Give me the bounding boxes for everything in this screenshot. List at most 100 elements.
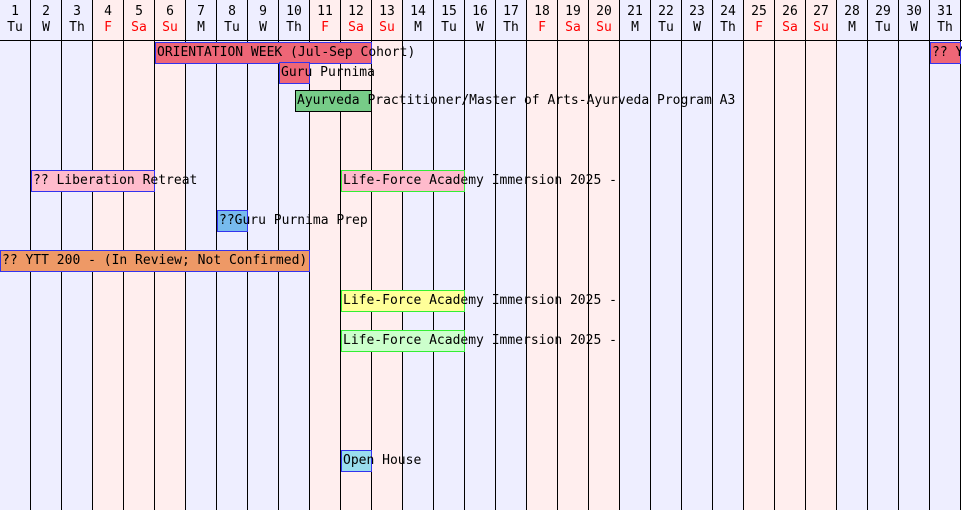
event-bar[interactable] (341, 330, 465, 352)
event-label: Ayurveda Practitioner/Master of Arts-Ayu… (297, 93, 736, 108)
day-number: 13 (379, 4, 395, 19)
day-header: 28 M (837, 0, 867, 36)
day-number: 28 (844, 4, 860, 19)
event-bar[interactable] (341, 170, 465, 192)
event-bar[interactable] (0, 250, 310, 272)
day-name: Th (937, 20, 953, 35)
day-number: 9 (259, 4, 267, 19)
day-header: 15 Tu (434, 0, 464, 36)
day-name: W (910, 20, 918, 35)
day-header: 5 Sa (124, 0, 154, 36)
day-column-17: 17 Th (496, 0, 527, 510)
day-column-19: 19 Sa (558, 0, 589, 510)
day-number: 2 (42, 4, 50, 19)
day-column-16: 16 W (465, 0, 496, 510)
day-number: 5 (135, 4, 143, 19)
day-number: 20 (596, 4, 612, 19)
day-number: 16 (472, 4, 488, 19)
day-header: 13 Su (372, 0, 402, 36)
event-label: ??Guru Purnima Prep (219, 213, 368, 228)
day-name: W (42, 20, 50, 35)
day-header: 19 Sa (558, 0, 588, 36)
day-header: 26 Sa (775, 0, 805, 36)
day-header: 11 F (310, 0, 340, 36)
day-header: 20 Su (589, 0, 619, 36)
day-column-13: 13 Su (372, 0, 403, 510)
event-label: Life-Force Academy Immersion 2025 - (343, 333, 617, 348)
day-header: 27 Su (806, 0, 836, 36)
day-number: 14 (410, 4, 426, 19)
day-column-15: 15 Tu (434, 0, 465, 510)
day-name: M (414, 20, 422, 35)
day-name: F (321, 20, 329, 35)
day-header: 21 M (620, 0, 650, 36)
day-number: 10 (286, 4, 302, 19)
day-name: Sa (131, 20, 147, 35)
event-label: ?? Y (932, 45, 962, 60)
event-bar[interactable] (279, 62, 310, 84)
event-bar[interactable] (341, 290, 465, 312)
day-header: 16 W (465, 0, 495, 36)
event-bar[interactable] (295, 90, 372, 112)
day-number: 3 (73, 4, 81, 19)
day-header: 6 Su (155, 0, 185, 36)
event-label: ORIENTATION WEEK (Jul-Sep Cohort) (157, 45, 416, 60)
day-number: 31 (937, 4, 953, 19)
event-bar[interactable] (31, 170, 155, 192)
day-header: 14 M (403, 0, 433, 36)
day-number: 6 (166, 4, 174, 19)
day-name: Tu (875, 20, 891, 35)
event-bar[interactable] (930, 42, 961, 64)
day-number: 19 (565, 4, 581, 19)
event-label: Life-Force Academy Immersion 2025 - (343, 173, 617, 188)
day-name: Tu (658, 20, 674, 35)
event-bar[interactable] (155, 42, 372, 64)
day-column-22: 22 Tu (651, 0, 682, 510)
day-name: Su (813, 20, 829, 35)
event-bar[interactable] (341, 450, 372, 472)
day-header: 30 W (899, 0, 929, 36)
day-column-18: 18 F (527, 0, 558, 510)
day-number: 12 (348, 4, 364, 19)
day-name: M (631, 20, 639, 35)
day-number: 7 (197, 4, 205, 19)
day-number: 30 (906, 4, 922, 19)
day-column-20: 20 Su (589, 0, 620, 510)
day-number: 23 (689, 4, 705, 19)
day-number: 15 (441, 4, 457, 19)
event-bar[interactable] (217, 210, 248, 232)
day-name: F (755, 20, 763, 35)
day-name: Sa (348, 20, 364, 35)
day-name: Tu (7, 20, 23, 35)
day-column-25: 25 F (744, 0, 775, 510)
day-number: 29 (875, 4, 891, 19)
day-column-29: 29 Tu (868, 0, 899, 510)
day-header: 3 Th (62, 0, 92, 36)
day-header: 1 Tu (0, 0, 30, 36)
day-name: Th (286, 20, 302, 35)
day-number: 27 (813, 4, 829, 19)
day-name: Su (162, 20, 178, 35)
day-name: W (693, 20, 701, 35)
event-label: ?? Liberation Retreat (33, 173, 198, 188)
day-header: 24 Th (713, 0, 743, 36)
day-number: 17 (503, 4, 519, 19)
day-column-31: 31 Th (930, 0, 961, 510)
day-column-14: 14 M (403, 0, 434, 510)
day-number: 18 (534, 4, 550, 19)
day-header: 22 Tu (651, 0, 681, 36)
day-name: Th (720, 20, 736, 35)
day-column-24: 24 Th (713, 0, 744, 510)
day-column-21: 21 M (620, 0, 651, 510)
day-name: M (197, 20, 205, 35)
day-header: 10 Th (279, 0, 309, 36)
day-column-30: 30 W (899, 0, 930, 510)
day-name: M (848, 20, 856, 35)
day-header: 18 F (527, 0, 557, 36)
day-number: 26 (782, 4, 798, 19)
